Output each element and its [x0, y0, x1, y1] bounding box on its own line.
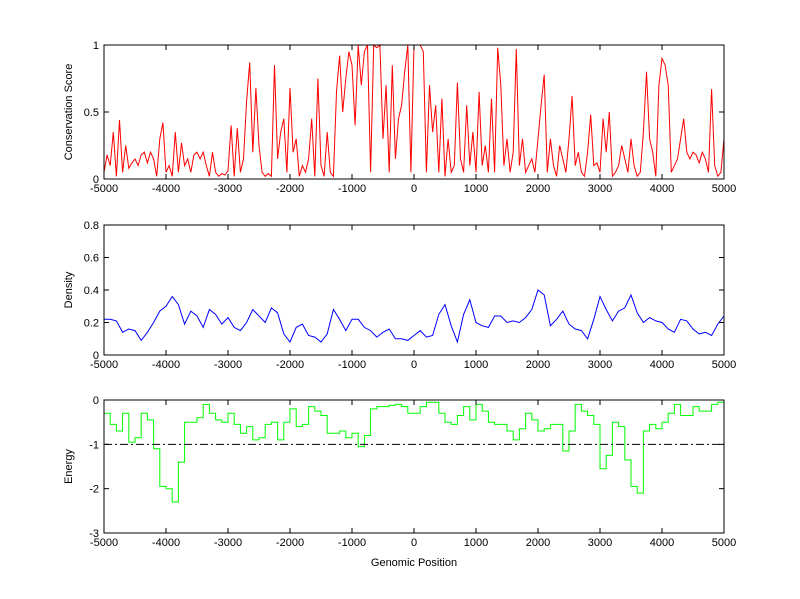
x-axis-label: Genomic Position — [371, 557, 457, 569]
y-tick-label: 0 — [93, 350, 99, 362]
y-tick-label: 0.6 — [84, 253, 99, 265]
x-tick-label: 1000 — [464, 183, 488, 195]
x-tick-label: 4000 — [650, 537, 674, 549]
x-tick-label: 0 — [411, 183, 417, 195]
y-axis-label: Density — [63, 271, 75, 308]
x-tick-label: 5000 — [712, 359, 736, 371]
x-tick-label: -1000 — [338, 359, 366, 371]
y-tick-label: -2 — [89, 484, 99, 496]
plot-area — [104, 45, 724, 179]
x-tick-label: 4000 — [650, 359, 674, 371]
x-tick-label: -4000 — [152, 359, 180, 371]
x-tick-label: -2000 — [276, 183, 304, 195]
x-tick-label: 1000 — [464, 359, 488, 371]
y-axis-label: Energy — [63, 449, 75, 484]
y-tick-label: 0.4 — [84, 285, 99, 297]
y-tick-label: 0.8 — [84, 220, 99, 232]
energy-subplot: -5000 -4000 -3000 -2000 -1000 0 1000 2000 3000 40… — [63, 395, 736, 569]
x-tick-label: 2000 — [526, 183, 550, 195]
y-axis-label: Conservation Score — [63, 64, 75, 161]
x-tick-label: 0 — [411, 537, 417, 549]
x-tick-label: -3000 — [214, 183, 242, 195]
x-tick-label: 5000 — [712, 537, 736, 549]
x-tick-label: 5000 — [712, 183, 736, 195]
x-tick-label: 2000 — [526, 359, 550, 371]
x-tick-label: -4000 — [152, 183, 180, 195]
x-tick-label: -2000 — [276, 359, 304, 371]
x-tick-label: 3000 — [588, 183, 612, 195]
x-tick-label: 2000 — [526, 537, 550, 549]
density-subplot: -5000 -4000 -3000 -2000 -1000 0 1000 2000 3000 40… — [63, 220, 736, 371]
x-tick-label: 1000 — [464, 537, 488, 549]
x-tick-label: 0 — [411, 359, 417, 371]
y-tick-label: -1 — [89, 439, 99, 451]
energy-series-line — [104, 401, 725, 503]
x-tick-label: -5000 — [90, 359, 118, 371]
x-tick-label: 3000 — [588, 537, 612, 549]
y-tick-label: 0.2 — [84, 318, 99, 330]
x-tick-label: -3000 — [214, 359, 242, 371]
x-tick-label: 4000 — [650, 183, 674, 195]
x-tick-label: -2000 — [276, 537, 304, 549]
y-tick-label: 1 — [93, 40, 99, 52]
y-tick-label: 0 — [93, 395, 99, 407]
x-tick-label: -1000 — [338, 537, 366, 549]
plot-area — [104, 400, 724, 533]
x-tick-label: -4000 — [152, 537, 180, 549]
x-tick-label: -5000 — [90, 537, 118, 549]
plot-area — [104, 225, 724, 355]
x-tick-label: -1000 — [338, 183, 366, 195]
x-tick-label: 3000 — [588, 359, 612, 371]
y-tick-label: 0 — [93, 174, 99, 186]
x-tick-label: -5000 — [90, 183, 118, 195]
density-series-line — [104, 289, 725, 344]
y-tick-label: -3 — [89, 528, 99, 540]
conservation-subplot: -5000 -4000 -3000 -2000 -1000 0 1000 2000 3000 40… — [63, 40, 736, 195]
y-tick-label: 0.5 — [84, 107, 99, 119]
x-tick-label: -3000 — [214, 537, 242, 549]
